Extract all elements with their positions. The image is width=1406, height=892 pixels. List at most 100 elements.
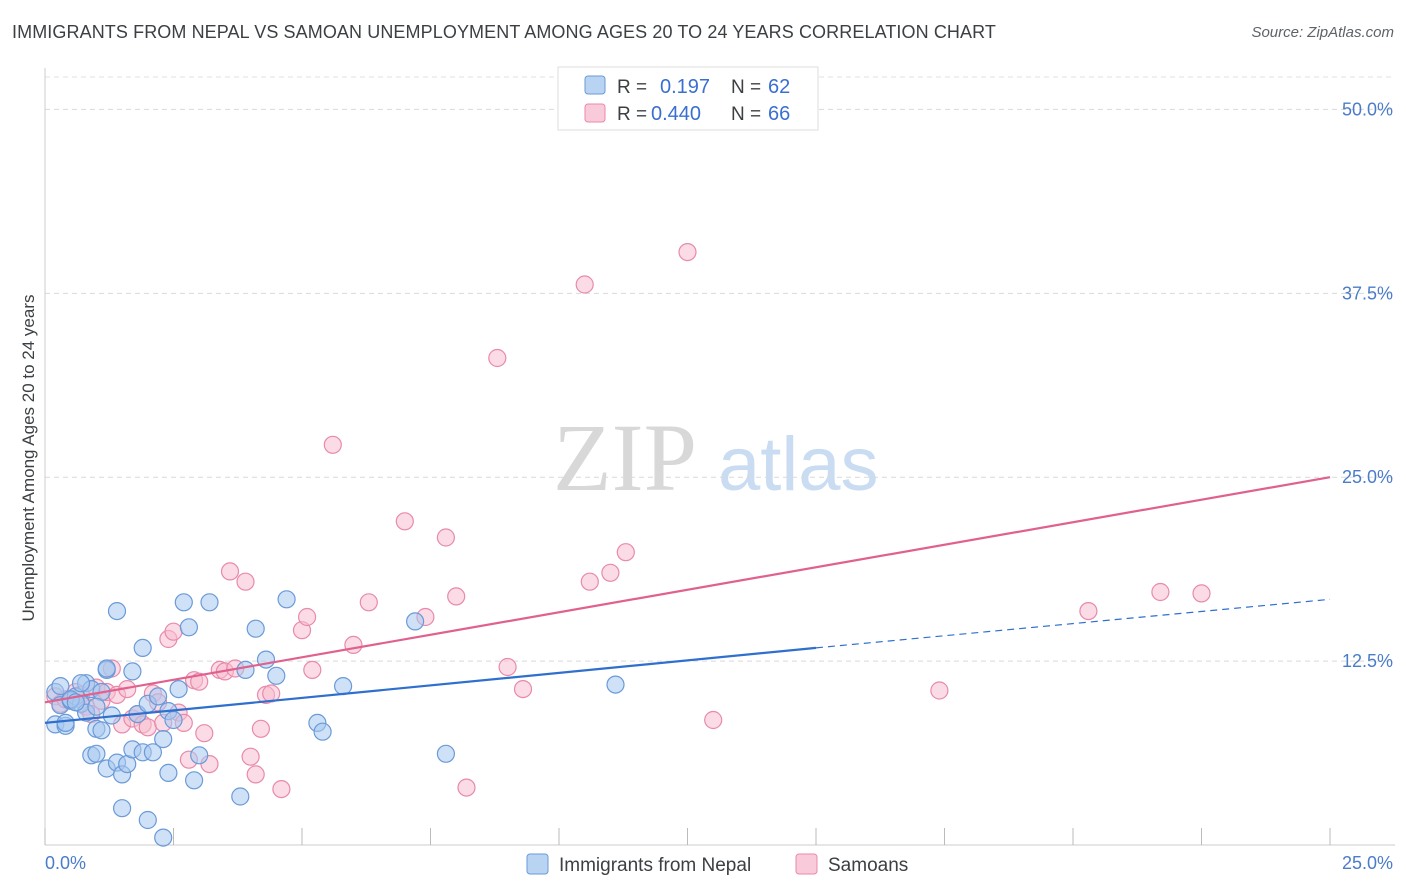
samoan-trend-line	[44, 476, 1331, 704]
samoan-point-42	[298, 607, 317, 627]
samoan-point-43	[303, 660, 322, 680]
samoan-points	[46, 243, 1211, 799]
samoan-point-53	[498, 657, 517, 677]
nepal-point-48	[277, 590, 296, 609]
nepal-point-60	[56, 713, 75, 733]
nepal-point-59	[97, 659, 116, 678]
nepal-point-57	[71, 674, 91, 693]
tick-labels: 12.5% 25.0% 37.5% 50.0% 0.0% 25.0%	[45, 99, 1393, 873]
y-tick-label-1: 25.0%	[1342, 467, 1393, 487]
nepal-point-41	[190, 746, 209, 765]
watermark-atlas: atlas	[718, 422, 879, 507]
samoan-point-49	[436, 528, 455, 547]
nepal-point-31	[149, 687, 168, 706]
samoan-point-39	[262, 684, 281, 703]
legend-swatch-samoan	[584, 103, 606, 123]
nepal-point-52	[406, 612, 425, 631]
samoan-point-55	[575, 275, 594, 294]
nepal-point-12	[87, 744, 106, 763]
nepal-point-33	[154, 828, 173, 847]
samoan-point-58	[616, 543, 635, 562]
bottom-legend-label-samoan: Samoans	[828, 855, 908, 876]
watermark-zip: ZIP	[553, 404, 697, 511]
nepal-point-43	[231, 787, 250, 806]
y-tick-label-0: 12.5%	[1342, 651, 1393, 671]
y-tick-label-3: 50.0%	[1342, 99, 1393, 119]
samoan-point-32	[220, 562, 240, 581]
axes	[44, 68, 1395, 846]
legend-n-label-samoan: N =	[731, 104, 761, 125]
nepal-point-26	[133, 638, 152, 658]
nepal-trend-extension	[815, 598, 1331, 649]
nepal-point-58	[87, 697, 106, 716]
samoan-point-27	[190, 672, 209, 691]
nepal-point-53	[436, 744, 455, 763]
nepal-point-35	[159, 763, 178, 783]
x-tick-label-1: 25.0%	[1342, 853, 1393, 873]
samoan-point-28	[195, 724, 214, 743]
nepal-point-50	[313, 722, 332, 741]
nepal-point-55	[51, 676, 70, 696]
samoan-point-57	[601, 563, 620, 582]
nepal-point-40	[185, 771, 204, 790]
samoan-point-34	[236, 572, 255, 591]
bottom-legend-swatch-nepal	[526, 853, 549, 875]
legend: R = 0.197 N = 62 R = 0.440 N = 66	[557, 66, 819, 131]
y-axis-label: Unemployment Among Ages 20 to 24 years	[19, 295, 38, 622]
samoan-point-64	[1192, 584, 1211, 603]
nepal-point-51	[334, 676, 353, 696]
x-tick-label-0: 0.0%	[45, 853, 86, 873]
samoan-point-52	[488, 348, 507, 368]
samoan-point-47	[395, 512, 414, 531]
legend-r-value-samoan: 0.440	[651, 103, 701, 125]
samoan-point-51	[457, 778, 476, 797]
bottom-legend-label-nepal: Immigrants from Nepal	[559, 855, 751, 876]
y-tick-label-2: 37.5%	[1342, 283, 1393, 303]
nepal-point-21	[112, 799, 132, 818]
samoan-point-35	[241, 747, 260, 766]
nepal-point-42	[200, 593, 219, 612]
legend-r-label-samoan: R =	[617, 104, 647, 125]
nepal-point-13	[92, 721, 111, 740]
nepal-point-36	[164, 710, 183, 730]
samoan-point-59	[678, 243, 697, 262]
legend-r-label-nepal: R =	[617, 77, 647, 98]
bottom-legend: Immigrants from Nepal Samoans	[526, 853, 908, 876]
samoan-point-37	[251, 719, 270, 738]
samoan-point-22	[164, 622, 183, 641]
nepal-trend-line	[44, 646, 817, 724]
samoan-point-46	[359, 593, 378, 612]
samoan-point-54	[513, 679, 533, 699]
legend-n-label-nepal: N =	[731, 77, 761, 98]
legend-n-value-nepal: 62	[768, 76, 790, 98]
nepal-point-47	[267, 666, 286, 685]
samoan-point-45	[344, 635, 363, 655]
samoan-point-63	[1151, 582, 1170, 602]
bottom-legend-swatch-samoan	[795, 853, 818, 875]
nepal-point-54	[606, 675, 625, 694]
source-label: Source: ZipAtlas.com	[1251, 24, 1394, 41]
nepal-point-28	[138, 810, 157, 830]
nepal-point-24	[123, 662, 142, 681]
legend-swatch-nepal	[584, 75, 606, 95]
samoan-point-56	[580, 572, 599, 591]
nepal-point-18	[107, 601, 127, 621]
samoan-point-62	[1079, 601, 1098, 621]
samoan-point-36	[246, 765, 265, 784]
nepal-point-45	[246, 619, 265, 638]
nepal-points	[46, 590, 625, 847]
samoan-point-40	[272, 779, 291, 799]
legend-n-value-samoan: 66	[768, 103, 790, 125]
samoan-point-60	[704, 710, 723, 730]
nepal-point-38	[174, 593, 193, 612]
nepal-point-30	[143, 743, 162, 762]
legend-r-value-nepal: 0.197	[660, 76, 710, 98]
nepal-point-39	[179, 618, 198, 637]
nepal-point-44	[236, 660, 255, 680]
chart-title: IMMIGRANTS FROM NEPAL VS SAMOAN UNEMPLOY…	[12, 22, 997, 42]
samoan-point-50	[447, 587, 466, 606]
trend-lines	[44, 476, 1331, 724]
nepal-point-32	[154, 729, 173, 749]
nepal-point-37	[169, 679, 188, 699]
